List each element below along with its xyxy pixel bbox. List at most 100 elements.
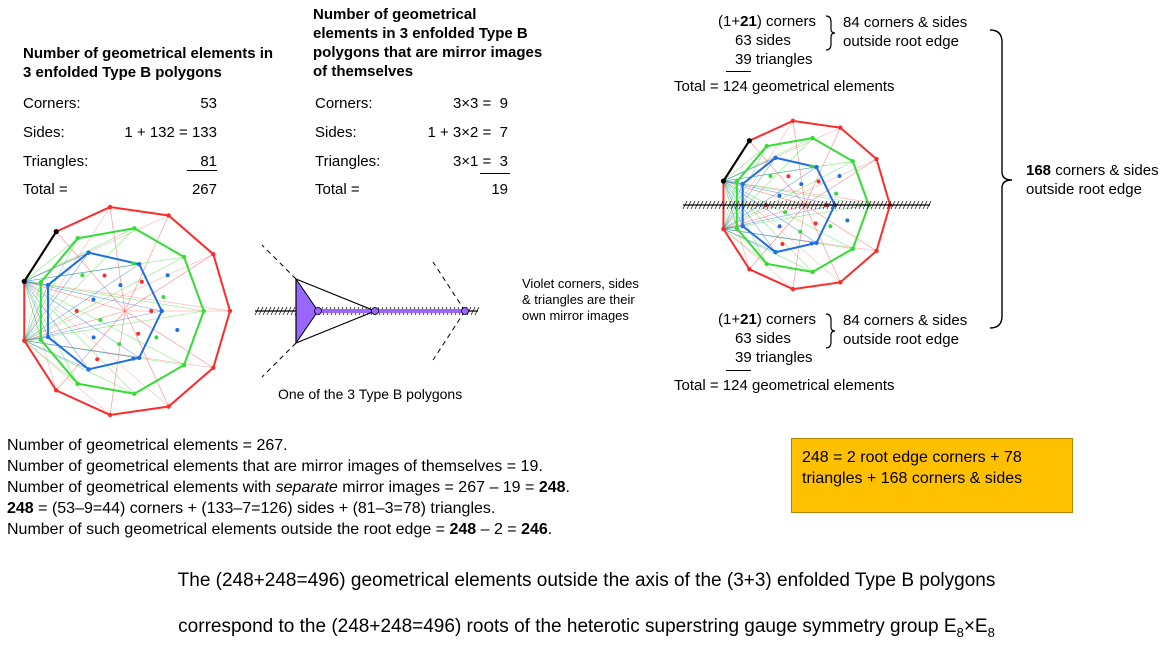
left-polygon-middle-polygon: [39, 227, 205, 395]
right-polygon-inner-polygon: [741, 156, 836, 254]
right-polygon-middle-corner: [810, 135, 815, 141]
left-polygon-outer-polygon: [23, 206, 232, 416]
right-axis-hatch: [778, 200, 784, 210]
right-axis-hatch: [794, 200, 800, 210]
left-polygon-interior-dot: [95, 357, 100, 362]
typeb-violet-corner: [314, 307, 322, 315]
rt-small-brace: [825, 15, 836, 51]
rb-corners: (1+21) corners: [718, 311, 816, 328]
right-polygon-interior-dot: [834, 191, 839, 196]
left-polygon-interior-dot: [149, 309, 154, 313]
summary-line-1: Number of geometrical elements = 267.: [7, 437, 288, 454]
right-polygon-mid-spoke: [723, 228, 813, 273]
right-axis-hatch: [894, 200, 900, 210]
right-polygon-inner-corner: [814, 240, 819, 246]
right-axis-hatch: [818, 200, 824, 210]
right-axis-hatch: [710, 200, 716, 210]
right-axis-hatch: [786, 200, 792, 210]
right-polygon-outer-spoke: [804, 158, 877, 206]
right-axis-hatch: [814, 200, 820, 210]
right-polygon-outer-chord: [723, 158, 877, 230]
right-axis-hatch: [686, 200, 692, 210]
right-axis-hatch: [838, 200, 844, 210]
right-polygon-outer-chord: [723, 180, 891, 206]
typeb-axis-hatch: [470, 306, 476, 316]
right-axis-hatch: [918, 200, 924, 210]
right-polygon-outer-spoke: [804, 204, 841, 283]
right-polygon-interior-dot: [783, 210, 788, 215]
rb-sides: 63 sides: [735, 330, 791, 347]
right-polygon-inner-spoke: [723, 157, 776, 230]
right-polygon-inner-spoke: [723, 166, 817, 230]
right-axis-hatch: [782, 200, 788, 210]
right-polygon-inner-corner: [740, 181, 745, 187]
right-polygon-interior-dot: [816, 179, 821, 184]
typeb-axis-hatch: [254, 306, 260, 316]
left-polygon-interior-dot: [175, 328, 180, 333]
right-polygon-middle-corner: [850, 159, 856, 164]
right-axis-hatch: [806, 200, 812, 210]
right-axis-hatch: [830, 200, 836, 210]
summary-line-3: Number of geometrical elements with sepa…: [7, 479, 570, 496]
right-axis-hatch: [790, 200, 796, 210]
rb-triangles: 39 triangles: [735, 349, 813, 366]
left-polygon-interior-dot: [165, 273, 170, 278]
footer-line-1: The (248+248=496) geometrical elements o…: [177, 570, 996, 591]
left-polygon-middle-corner: [75, 236, 80, 241]
left-polygon-outer-corner: [166, 404, 171, 409]
left-polygon-outer-corner: [227, 308, 233, 314]
left-polygon-inner-spoke: [24, 340, 89, 370]
left-polygon-mid-spoke: [24, 340, 135, 394]
left-triangles-label: Triangles:: [23, 153, 89, 170]
left-polygon-inner-corner: [137, 355, 142, 360]
right-axis-hatch: [726, 200, 732, 210]
left-polygon-outer-corner: [22, 338, 27, 343]
left-corners-label: Corners:: [23, 95, 81, 112]
typeb-axis-hatch: [278, 306, 284, 316]
right-polygon-interior-dot: [837, 174, 842, 179]
right-polygon-interior-dot: [813, 221, 818, 226]
typeb-axis-hatch: [270, 306, 276, 316]
right-polygon-outer-corner: [721, 226, 726, 232]
left-polygon-interior-dot: [131, 356, 136, 361]
right-polygon-interior-dot: [799, 182, 804, 187]
rb-brace-label: 84 corners & sides outside root edge: [843, 312, 968, 348]
right-axis-hatch: [746, 200, 752, 210]
right-polygon-interior-dot: [809, 241, 814, 246]
right-polygon-mid-spoke: [723, 180, 813, 273]
mirror-corners-value: 3×3 = 9: [452, 95, 508, 112]
right-polygon-mid-spoke: [723, 180, 869, 206]
right-polygon-interior-dot: [809, 164, 814, 169]
right-axis-hatch: [914, 200, 920, 210]
right-axis-hatch: [742, 200, 748, 210]
left-polygon-outer-spoke: [24, 310, 126, 341]
typeb-axis-hatch: [286, 306, 292, 316]
rb-underline: [726, 370, 751, 371]
typeb-axis-hatch: [262, 306, 268, 316]
typeb-dashed: [432, 310, 466, 361]
left-polygon-interior-dot: [161, 294, 166, 299]
rt-brace-label: 84 corners & sides outside root edge: [843, 14, 968, 50]
mirror-total-label: Total =: [315, 181, 360, 198]
right-polygon-interior-dot: [768, 174, 773, 179]
right-axis-hatch: [810, 200, 816, 210]
right-polygon-outer-corner: [790, 286, 796, 292]
right-axis-hatch: [926, 200, 932, 210]
right-polygon-inner-corner: [740, 223, 745, 229]
typeb-violet-corner: [371, 307, 379, 315]
left-total-value: 267: [191, 181, 217, 198]
rb-small-brace: [825, 313, 836, 349]
typeb-axis-hatch: [266, 306, 272, 316]
left-polygon-outer-corner: [107, 412, 113, 418]
right-axis-hatch: [910, 200, 916, 210]
right-polygon-outer-corner: [790, 118, 796, 124]
mirror-underline: [480, 173, 510, 174]
left-polygon-middle-corner: [75, 381, 80, 386]
right-axis-hatch: [834, 200, 840, 210]
left-polygon-interior-dot: [102, 273, 107, 278]
right-polygon-middle-corner: [850, 246, 856, 251]
rb-total: Total = 124 geometrical elements: [674, 377, 895, 394]
right-polygon-mid-spoke: [723, 145, 768, 230]
mirror-table-heading: Number of geometrical elements in 3 enfo…: [313, 6, 543, 80]
rt-corners: (1+21) corners: [718, 13, 816, 30]
